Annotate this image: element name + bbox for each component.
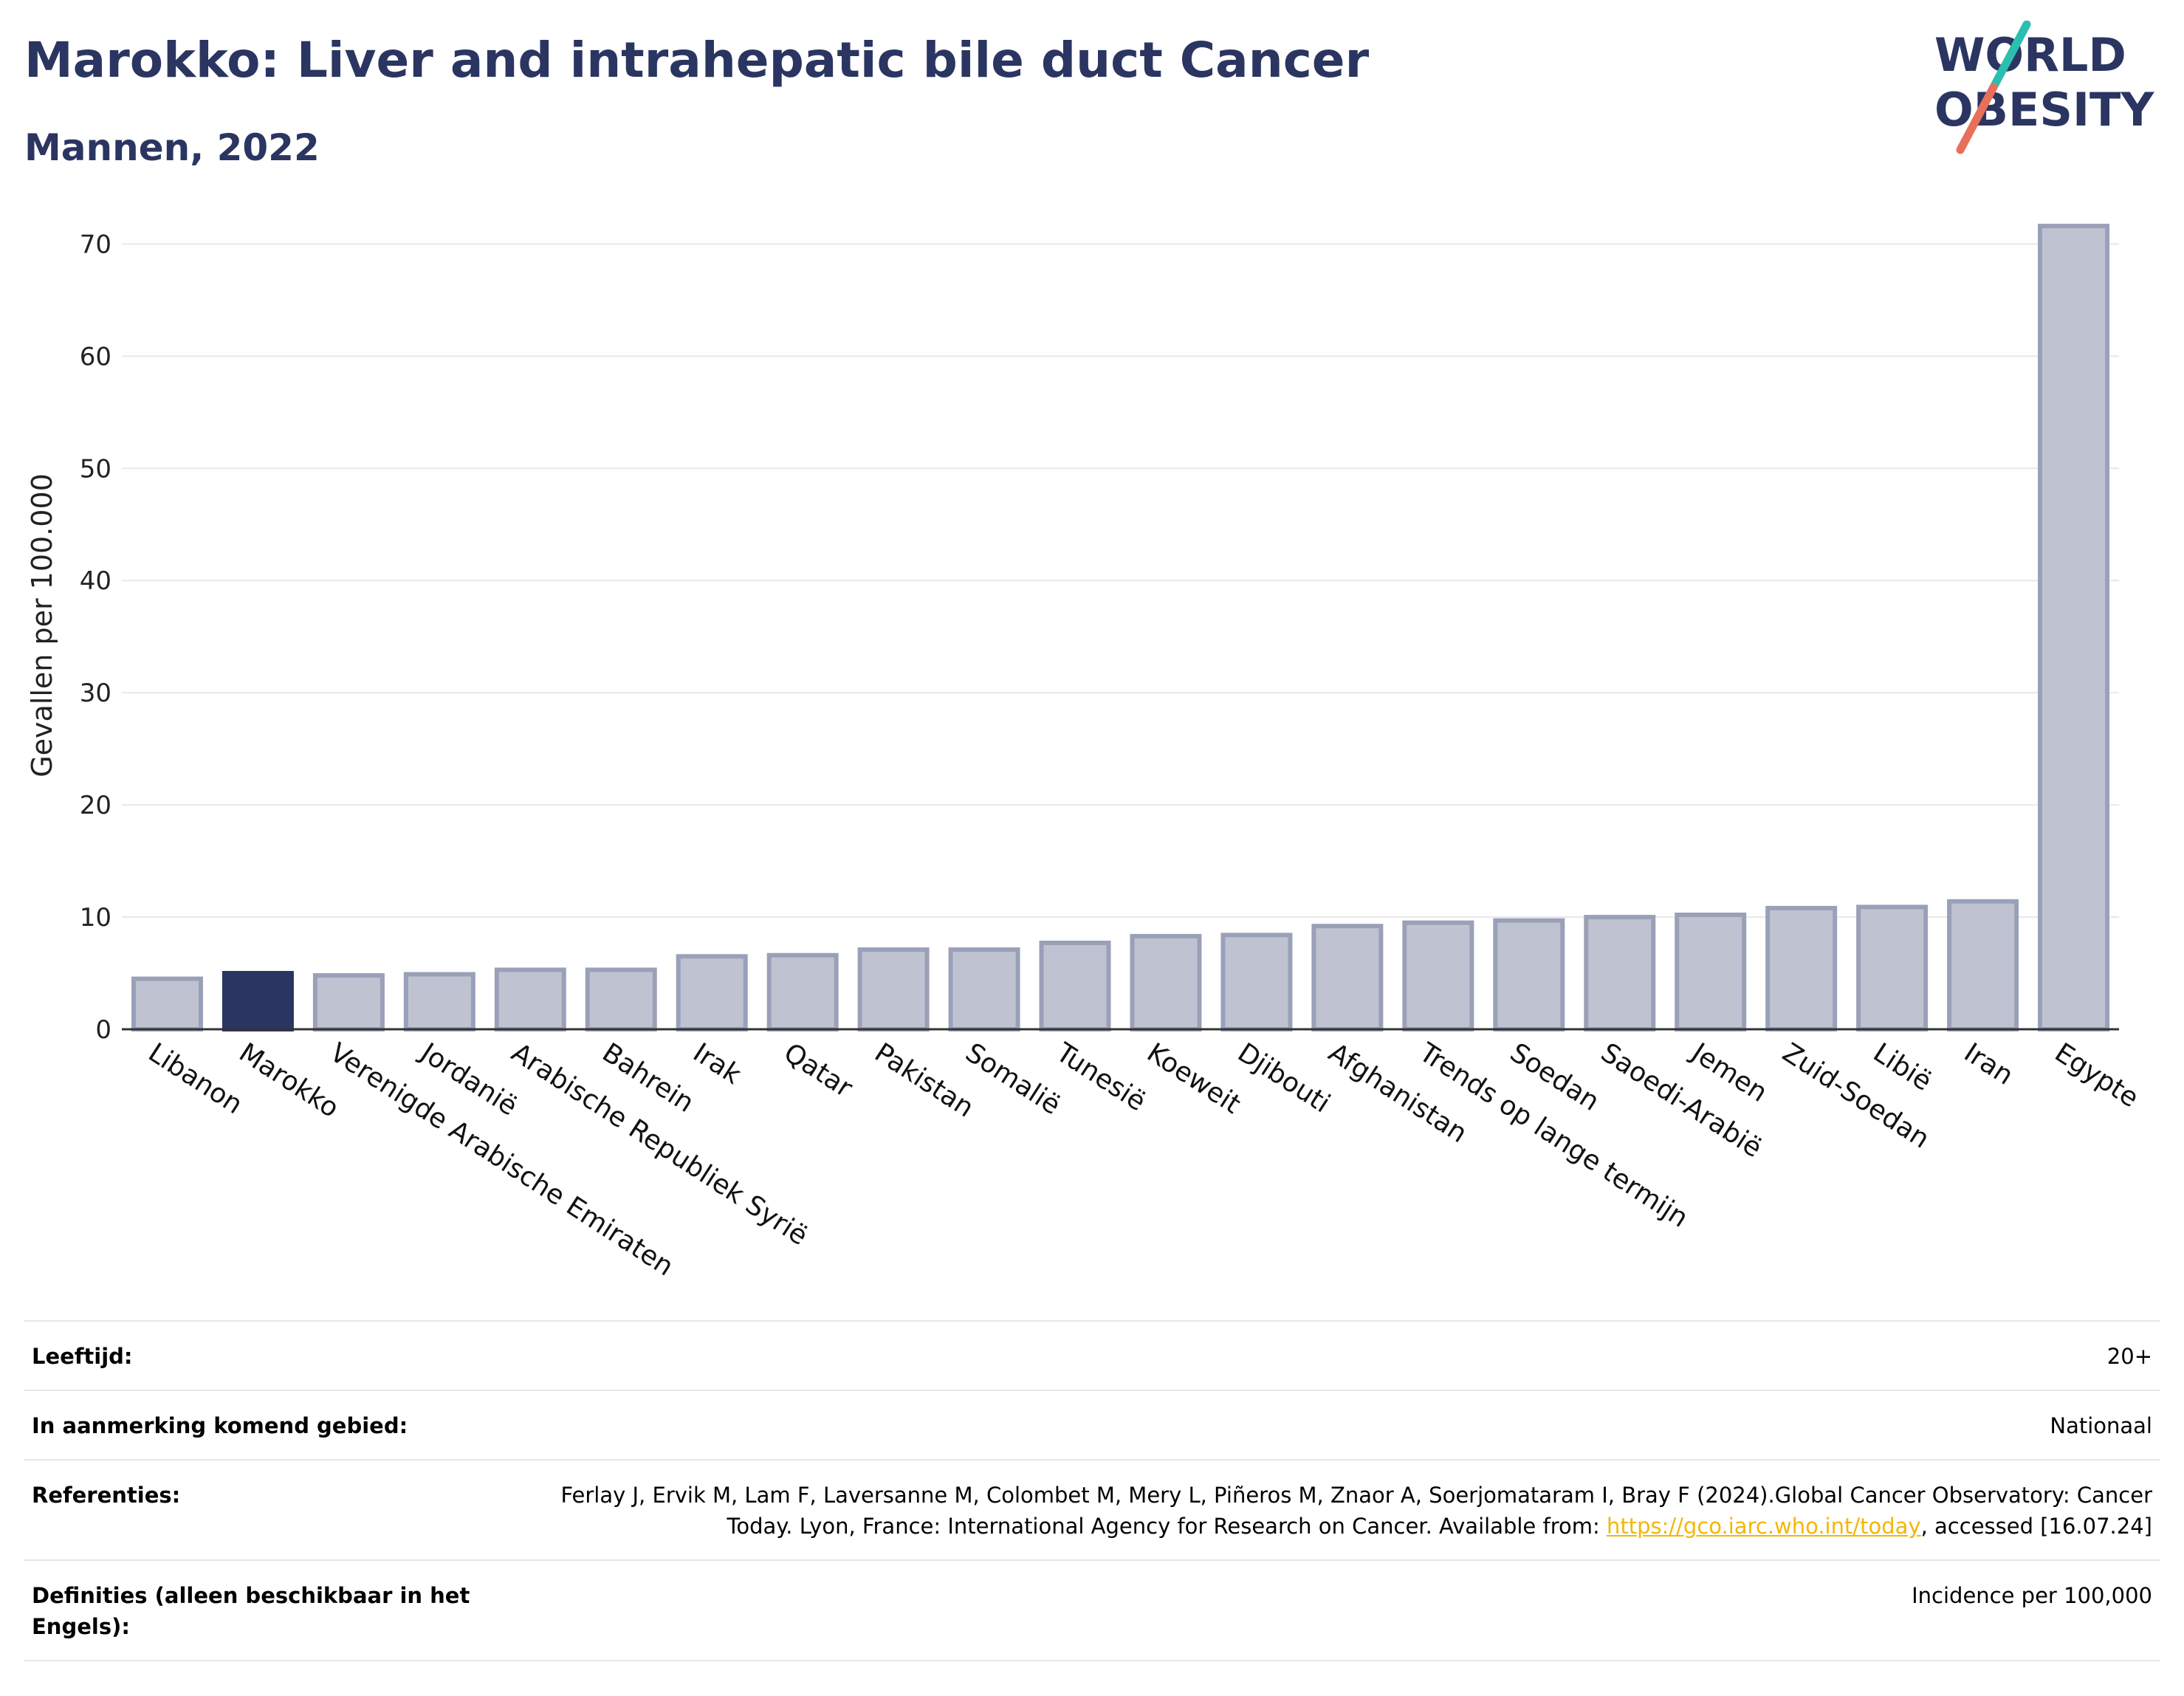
info-row-area: In aanmerking komend gebied: Nationaal	[24, 1390, 2160, 1459]
y-tick-label: 30	[80, 679, 111, 708]
bar	[1765, 905, 1838, 1032]
logo-text-world: WORLD	[1934, 28, 2126, 82]
logo-slash-teal	[1989, 21, 2031, 92]
info-value-references: Ferlay J, Ervik M, Lam F, Laversanne M, …	[543, 1480, 2152, 1542]
x-tick-label: Somalië	[960, 1037, 1065, 1121]
bar	[1311, 924, 1384, 1031]
y-tick-label: 10	[80, 903, 111, 933]
y-tick-label: 60	[80, 342, 111, 371]
x-tick-label: Egypte	[2050, 1037, 2144, 1113]
bar	[1856, 904, 1929, 1032]
x-tick-label: Qatar	[778, 1037, 858, 1104]
info-value-area: Nationaal	[2050, 1413, 2152, 1439]
bar	[403, 972, 475, 1032]
page-subtitle: Mannen, 2022	[24, 126, 320, 169]
bar	[1220, 933, 1293, 1032]
bar	[131, 976, 203, 1031]
bar	[1402, 920, 1474, 1032]
x-tick-label: Iran	[1959, 1037, 2019, 1091]
x-tick-label: Libië	[1868, 1037, 1937, 1097]
info-table: Leeftijd: 20+ In aanmerking komend gebie…	[24, 1320, 2160, 1662]
y-tick-label: 50	[80, 454, 111, 484]
reference-accessed: , accessed [16.07.24]	[1920, 1514, 2152, 1539]
x-tick-label: Tunesië	[1050, 1037, 1151, 1118]
info-value-age: 20+	[2106, 1344, 2152, 1369]
x-tick-label: Pakistan	[869, 1037, 979, 1123]
bar	[948, 947, 1020, 1031]
info-row-age: Leeftijd: 20+	[24, 1320, 2160, 1390]
info-row-definitions: Definities (alleen beschikbaar in het En…	[24, 1559, 2160, 1662]
bar	[2038, 224, 2110, 1032]
bar	[1675, 913, 1747, 1032]
world-obesity-logo: WORLD OBESITY	[1934, 21, 2154, 154]
y-axis-label: Gevallen per 100.000	[26, 473, 58, 777]
x-tick-label: Irak	[687, 1037, 746, 1091]
info-label-age: Leeftijd:	[32, 1344, 133, 1369]
y-tick-label: 70	[80, 230, 111, 259]
bar	[494, 967, 566, 1032]
x-tick-label: Koeweit	[1141, 1037, 1246, 1120]
x-tick-label: Marokko	[234, 1037, 344, 1124]
y-tick-label: 0	[95, 1015, 111, 1045]
y-tick-label: 40	[80, 566, 111, 596]
logo-slash-red	[1956, 83, 1998, 154]
x-tick-label: Saoedi-Arabië	[1596, 1037, 1768, 1164]
bar	[1493, 918, 1565, 1031]
bar	[1039, 941, 1111, 1032]
bar	[766, 952, 839, 1032]
info-row-references: Referenties: Ferlay J, Ervik M, Lam F, L…	[24, 1459, 2160, 1559]
reference-text: Ferlay J, Ervik M, Lam F, Laversanne M, …	[560, 1483, 2152, 1539]
reference-link[interactable]: https://gco.iarc.who.int/today	[1606, 1514, 1921, 1539]
x-tick-label: Libanon	[143, 1037, 248, 1120]
x-tick-label: Djibouti	[1232, 1037, 1335, 1119]
bar	[222, 971, 294, 1032]
bar	[312, 973, 385, 1031]
bar	[585, 967, 657, 1032]
bar-chart: 0 10 20 30 40 50 60 70 Gevallen per 100.000 Liban…	[26, 224, 2144, 1283]
bar	[1584, 915, 1656, 1031]
bar	[1130, 933, 1202, 1031]
info-label-references: Referenties:	[32, 1483, 181, 1508]
page-title: Marokko: Liver and intrahepatic bile duc…	[24, 32, 1370, 89]
bar	[1947, 899, 2019, 1031]
info-label-area: In aanmerking komend gebied:	[32, 1413, 408, 1439]
y-tick-label: 20	[80, 791, 111, 820]
info-value-definitions: Incidence per 100,000	[1912, 1583, 2152, 1609]
info-label-definitions: Definities (alleen beschikbaar in het En…	[32, 1583, 470, 1640]
bar	[676, 954, 748, 1031]
bar	[857, 947, 930, 1031]
